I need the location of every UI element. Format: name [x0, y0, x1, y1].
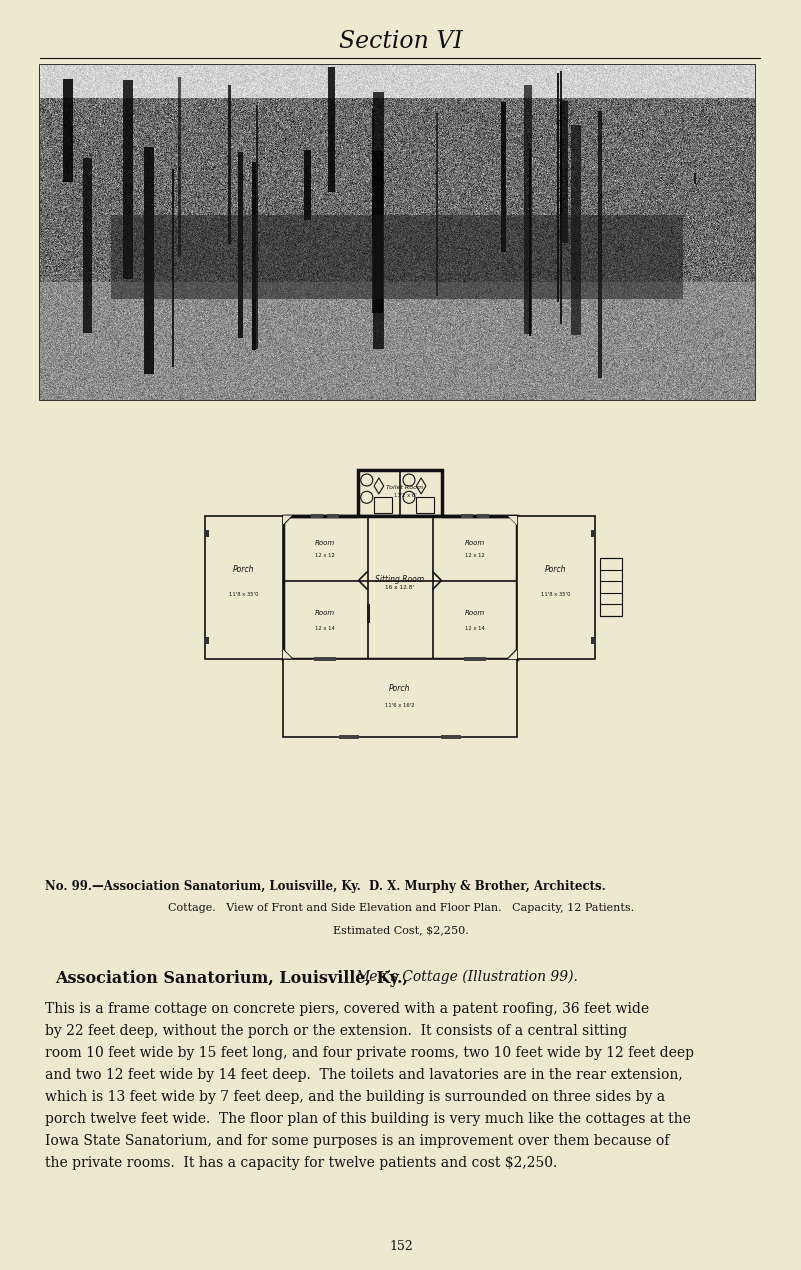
Bar	[204, 530, 209, 537]
Text: 11'6 x 16'2: 11'6 x 16'2	[385, 702, 415, 707]
Text: 13'2 x 6': 13'2 x 6'	[393, 493, 417, 498]
Text: Porch: Porch	[389, 683, 411, 692]
Polygon shape	[508, 649, 517, 659]
Bar	[40, 65, 755, 400]
Text: Cottage.   View of Front and Side Elevation and Floor Plan.   Capacity, 12 Patie: Cottage. View of Front and Side Elevatio…	[168, 903, 634, 913]
Text: This is a frame cottage on concrete piers, covered with a patent roofing, 36 fee: This is a frame cottage on concrete pier…	[45, 1002, 649, 1016]
Bar	[591, 530, 596, 537]
Bar	[473, 657, 485, 660]
Bar	[464, 657, 476, 660]
Bar	[312, 513, 324, 517]
Text: Section VI: Section VI	[339, 30, 463, 53]
Text: porch twelve feet wide.  The floor plan of this building is very much like the c: porch twelve feet wide. The floor plan o…	[45, 1113, 691, 1126]
Text: Association Sanatorium, Louisville, Ky.,: Association Sanatorium, Louisville, Ky.,	[55, 970, 408, 987]
Text: 16 x 12.8': 16 x 12.8'	[385, 584, 415, 589]
Polygon shape	[283, 516, 292, 525]
Bar	[324, 657, 336, 660]
Bar	[283, 659, 517, 737]
Polygon shape	[283, 516, 292, 525]
Text: Porch: Porch	[233, 565, 255, 574]
Bar	[367, 605, 369, 624]
Text: Toilet Room: Toilet Room	[386, 485, 424, 490]
Bar	[441, 734, 461, 738]
Bar	[600, 559, 622, 616]
Text: 11'8 x 35'0: 11'8 x 35'0	[541, 592, 571, 597]
Bar	[517, 516, 595, 659]
Bar	[204, 638, 209, 644]
Text: Men’s Cottage (Illustration 99).: Men’s Cottage (Illustration 99).	[355, 970, 578, 984]
Text: Porch: Porch	[545, 565, 567, 574]
Text: No. 99.—Association Sanatorium, Louisville, Ky.  D. X. Murphy & Brother, Archite: No. 99.—Association Sanatorium, Louisvil…	[45, 880, 606, 893]
Bar	[339, 734, 359, 738]
Text: 12 x 12: 12 x 12	[316, 554, 335, 559]
Text: 12 x 14: 12 x 14	[465, 626, 485, 631]
Text: Room: Room	[315, 611, 336, 616]
Bar	[328, 513, 340, 517]
Bar	[283, 516, 517, 659]
Text: Sitting Room: Sitting Room	[376, 574, 425, 583]
Text: Room: Room	[465, 540, 485, 546]
Text: 12 x 12: 12 x 12	[465, 554, 485, 559]
Text: 152: 152	[389, 1240, 413, 1253]
Bar	[358, 470, 442, 516]
Bar	[477, 513, 489, 517]
Text: by 22 feet deep, without the porch or the extension.  It consists of a central s: by 22 feet deep, without the porch or th…	[45, 1024, 627, 1038]
Text: Room: Room	[315, 540, 336, 546]
Bar	[591, 638, 596, 644]
Bar	[417, 498, 434, 513]
Bar	[205, 516, 283, 659]
Polygon shape	[283, 649, 292, 659]
Text: 12 x 14: 12 x 14	[316, 626, 335, 631]
Text: Room: Room	[465, 611, 485, 616]
Text: the private rooms.  It has a capacity for twelve patients and cost $2,250.: the private rooms. It has a capacity for…	[45, 1156, 557, 1170]
Bar	[374, 498, 392, 513]
Text: which is 13 feet wide by 7 feet deep, and the building is surrounded on three si: which is 13 feet wide by 7 feet deep, an…	[45, 1090, 665, 1104]
Bar	[314, 657, 326, 660]
Text: 11'8 x 35'0: 11'8 x 35'0	[229, 592, 259, 597]
Text: Iowa State Sanatorium, and for some purposes is an improvement over them because: Iowa State Sanatorium, and for some purp…	[45, 1134, 670, 1148]
Text: and two 12 feet wide by 14 feet deep.  The toilets and lavatories are in the rea: and two 12 feet wide by 14 feet deep. Th…	[45, 1068, 682, 1082]
Text: Estimated Cost, $2,250.: Estimated Cost, $2,250.	[333, 925, 469, 935]
Bar	[461, 513, 473, 517]
Text: room 10 feet wide by 15 feet long, and four private rooms, two 10 feet wide by 1: room 10 feet wide by 15 feet long, and f…	[45, 1046, 694, 1060]
Polygon shape	[508, 516, 517, 525]
